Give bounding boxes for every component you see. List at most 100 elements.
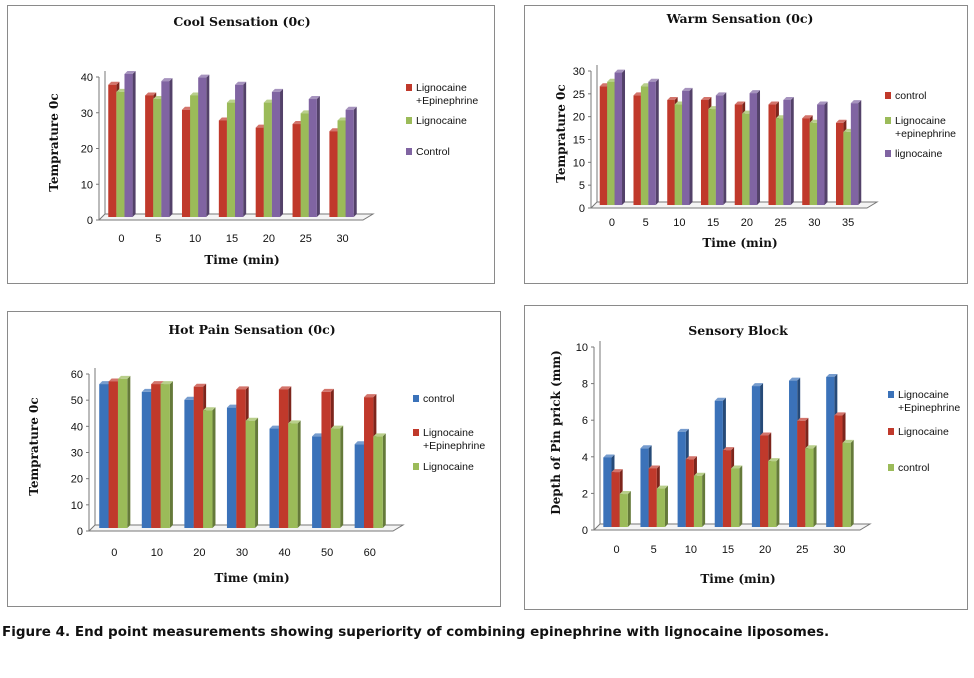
bar — [633, 95, 641, 205]
y-tick-label: 0 — [77, 526, 83, 538]
bar-top — [271, 88, 284, 92]
bar-top — [611, 469, 623, 473]
x-tick-label: 35 — [842, 217, 854, 229]
bar — [181, 109, 191, 217]
bar-side — [353, 106, 357, 217]
bar-top — [345, 106, 357, 110]
bar — [640, 86, 649, 205]
bar-top — [364, 394, 377, 398]
bar-side — [169, 78, 173, 218]
bar — [141, 391, 152, 528]
bar-top — [141, 388, 155, 392]
bar-top — [768, 458, 780, 462]
bar-top — [714, 397, 726, 401]
bar-side — [723, 92, 727, 205]
bar — [722, 450, 732, 527]
bar — [235, 84, 244, 217]
bar — [734, 104, 743, 205]
y-tick-label: 30 — [81, 108, 93, 120]
bar-side — [850, 439, 854, 527]
x-tick-label: 10 — [685, 544, 697, 556]
bar-side — [702, 472, 706, 527]
bar — [312, 436, 322, 528]
x-tick-label: 30 — [833, 544, 845, 556]
bar — [330, 428, 341, 528]
bar-side — [316, 96, 320, 217]
bar — [714, 400, 723, 527]
cool-sensation-chart-panel: Cool Sensation (0c) 0 10 20 30 40 Temprature 0… — [7, 5, 495, 284]
legend-swatch — [885, 117, 891, 124]
bar-top — [203, 407, 216, 411]
y-tick-label: 10 — [576, 342, 588, 354]
x-axis-label: Time (min) — [214, 571, 289, 585]
bar-side — [627, 491, 631, 527]
y-tick-label: 20 — [573, 112, 585, 124]
bar-top — [245, 417, 259, 421]
y-tick-label: 4 — [582, 452, 588, 464]
bar-top — [124, 71, 136, 74]
bar-top — [619, 491, 631, 495]
x-tick-label: 20 — [741, 217, 753, 229]
x-tick-label: 40 — [278, 547, 290, 559]
bar-side — [280, 88, 284, 217]
bar-top — [321, 388, 334, 392]
y-tick-label: 15 — [573, 135, 585, 147]
x-tick-label: 30 — [236, 547, 248, 559]
bar-side — [622, 69, 626, 205]
chart-title: Warm Sensation (0c) — [666, 11, 814, 26]
y-tick-label: 30 — [573, 66, 585, 78]
bar-side — [127, 375, 131, 528]
legend-swatch — [888, 428, 894, 435]
bar — [124, 74, 133, 217]
bar — [300, 113, 309, 217]
bar-top — [236, 386, 249, 390]
legend-label: lignocaine — [895, 148, 942, 160]
bar-top — [715, 92, 727, 96]
y-tick-label: 30 — [71, 448, 83, 460]
x-tick-label: 25 — [300, 233, 312, 245]
bar-top — [835, 119, 847, 123]
bar-top — [789, 377, 801, 381]
bar — [760, 435, 769, 527]
bar — [329, 131, 338, 217]
bar-side — [243, 81, 247, 217]
bar-top — [184, 396, 197, 400]
y-tick-label: 60 — [71, 369, 83, 381]
bar — [783, 99, 791, 205]
bar-side — [169, 381, 173, 528]
legend-swatch — [413, 463, 419, 470]
legend-label: Lignocaine — [423, 461, 474, 473]
bar — [715, 95, 724, 205]
y-tick-label: 10 — [71, 500, 83, 512]
x-tick-label: 25 — [775, 217, 787, 229]
bar-top — [685, 456, 697, 460]
bar-top — [330, 425, 344, 429]
bar-top — [308, 96, 320, 100]
legend-label: +Epinephrine — [898, 402, 960, 414]
bar-top — [722, 447, 735, 451]
y-tick-label: 40 — [71, 421, 83, 433]
x-tick-label: 0 — [118, 233, 124, 245]
bar — [108, 381, 118, 528]
x-tick-label: 5 — [155, 233, 161, 245]
x-tick-label: 50 — [321, 547, 333, 559]
bar-top — [797, 417, 809, 421]
bar — [648, 81, 656, 205]
bar — [99, 384, 109, 528]
bar — [226, 102, 236, 217]
y-tick-label: 0 — [582, 525, 588, 537]
bar-side — [813, 445, 817, 527]
bar — [682, 90, 690, 205]
bar-top — [783, 96, 794, 100]
bar — [614, 72, 623, 205]
legend-label: control — [898, 462, 930, 474]
bar-side — [297, 420, 301, 528]
warm-sensation-chart-panel: Warm Sensation (0c) 0 5 10 15 20 25 30 Tempratur… — [524, 5, 968, 284]
bar — [117, 378, 128, 528]
bar-side — [689, 87, 693, 205]
chart-title: Cool Sensation (0c) — [173, 14, 310, 29]
y-axis-label: Depth of Pin prick (mm) — [549, 350, 563, 515]
bar-top — [145, 92, 157, 96]
y-tick-label: 25 — [573, 89, 585, 101]
cool-sensation-chart: Cool Sensation (0c) 0 10 20 30 40 Temprature 0… — [47, 14, 478, 267]
